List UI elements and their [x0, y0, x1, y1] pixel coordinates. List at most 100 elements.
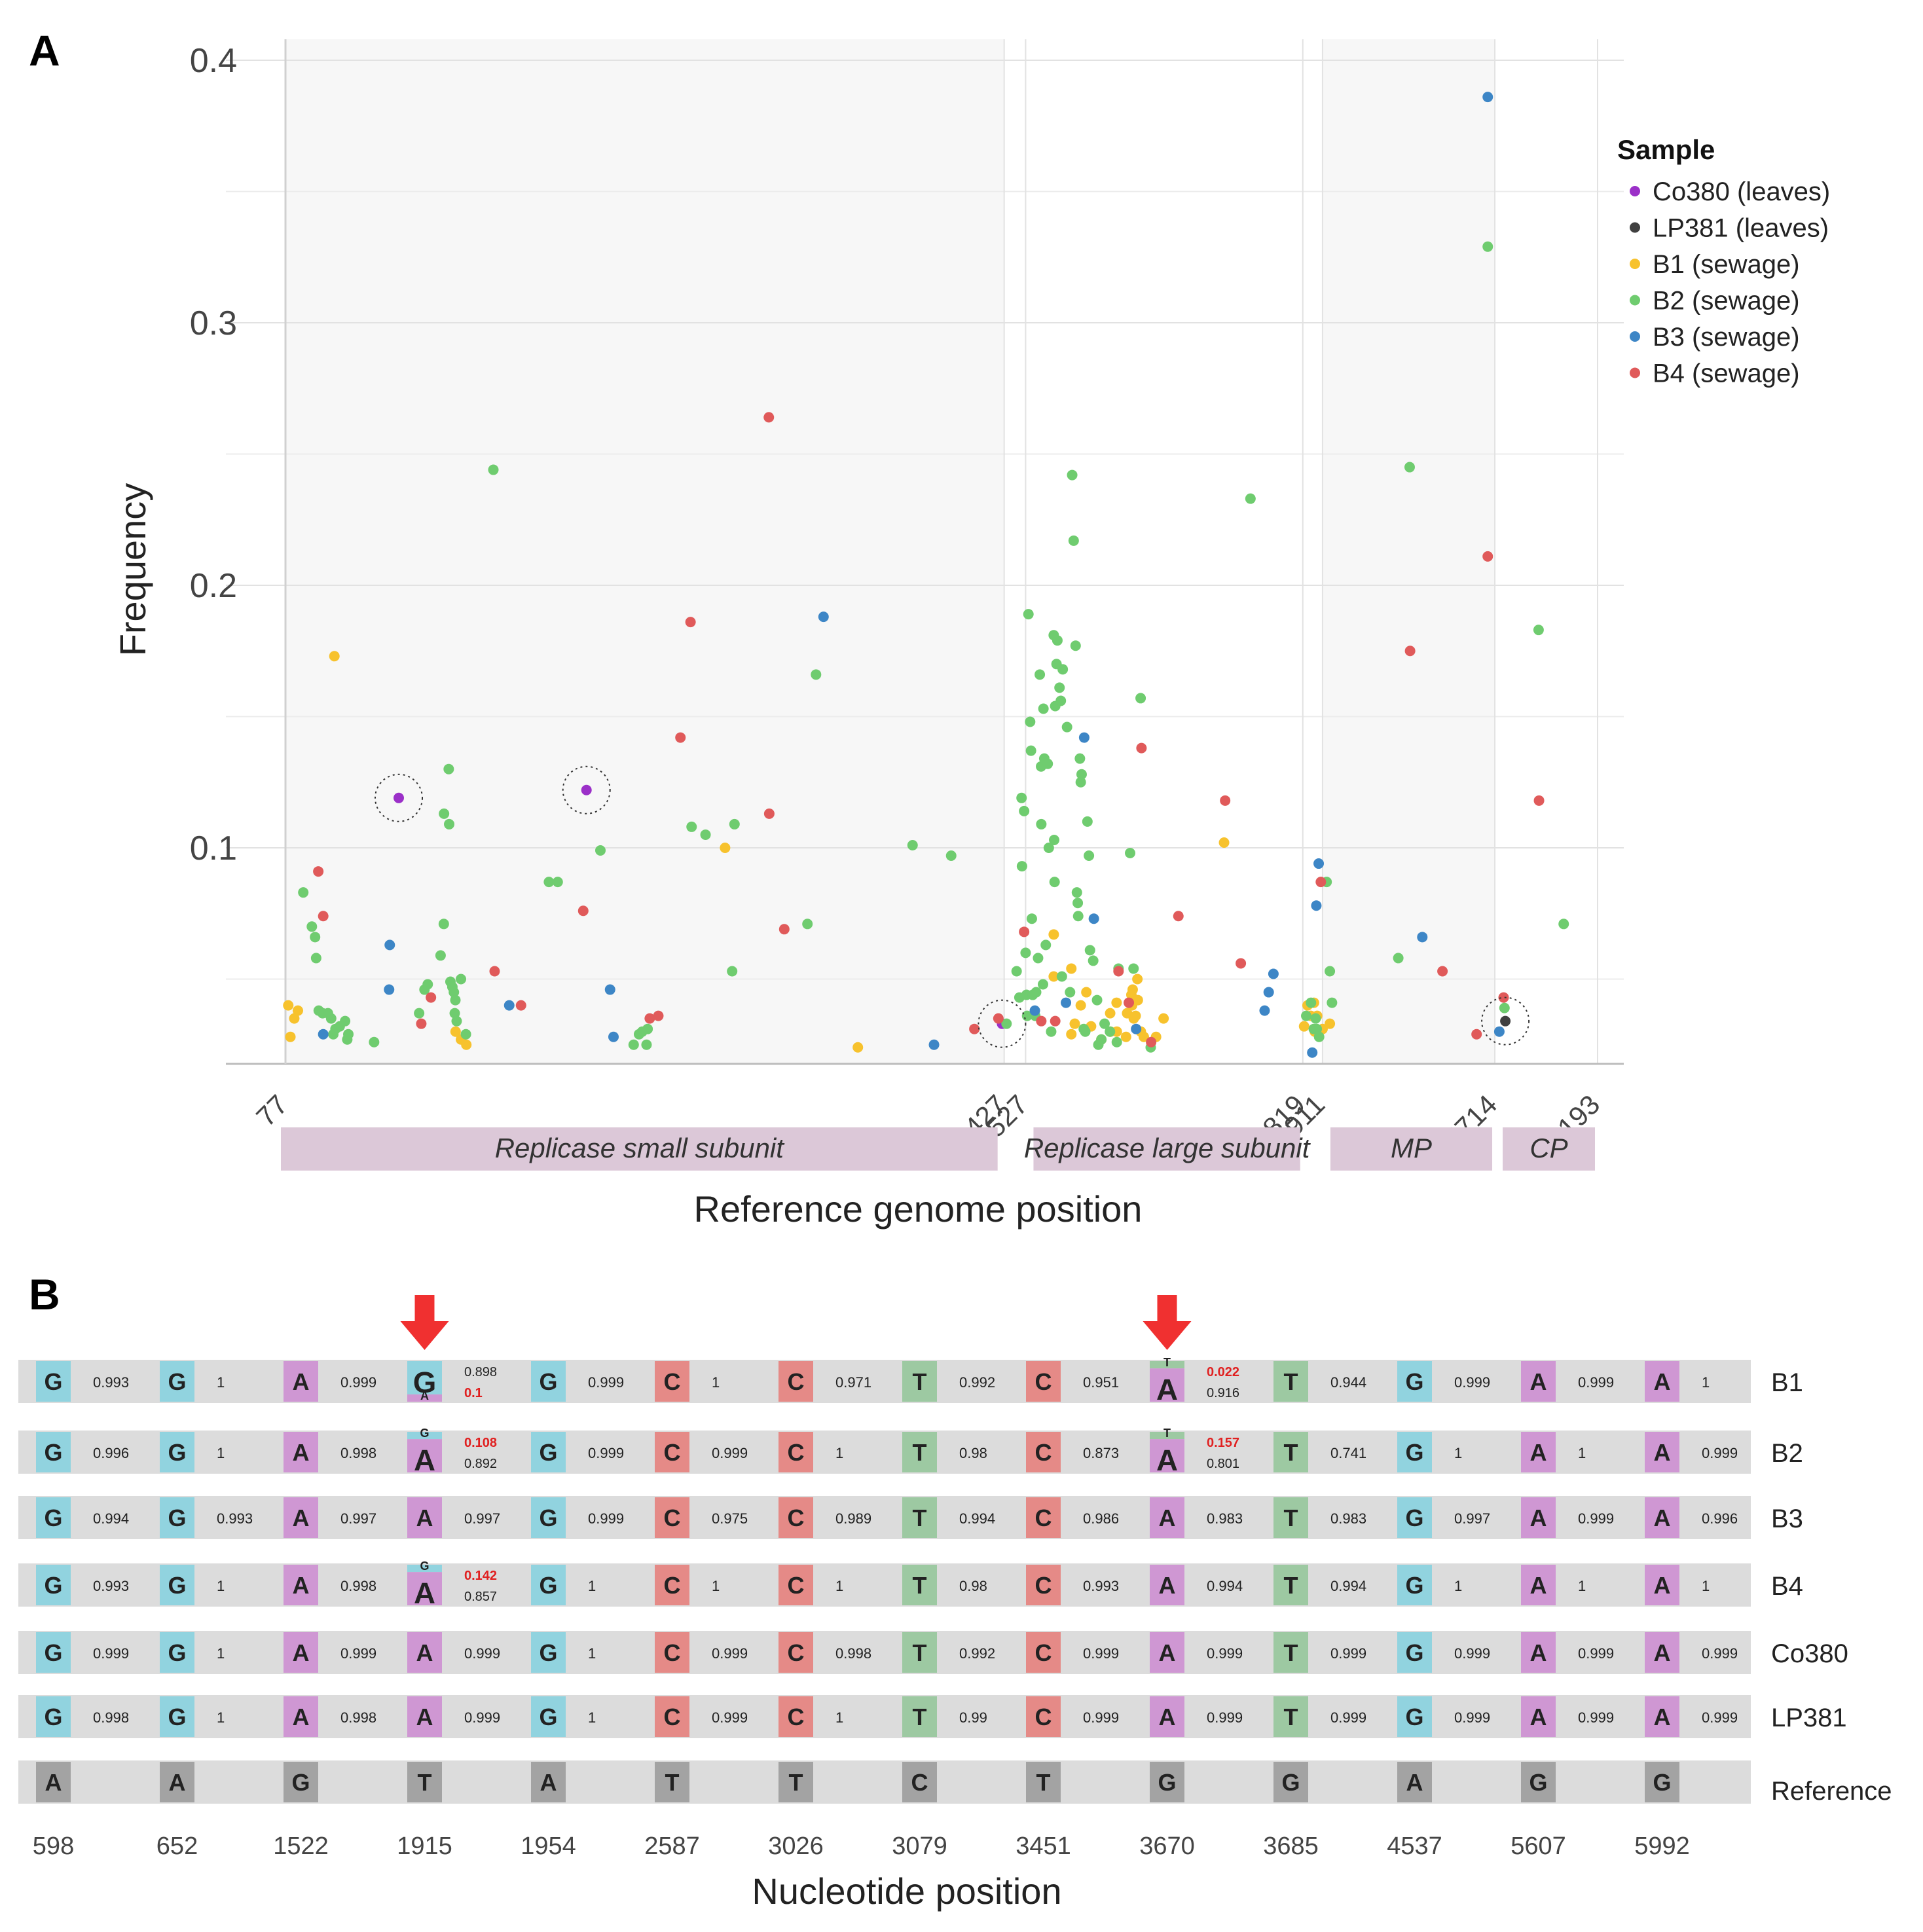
- base-box: [655, 1432, 689, 1472]
- base-frequency: 0.999: [1702, 1445, 1738, 1461]
- base-box: [1521, 1632, 1556, 1673]
- base-box: [1026, 1432, 1061, 1472]
- base-box: [1397, 1565, 1432, 1605]
- base-letter: A: [420, 1389, 429, 1402]
- base-box: [1521, 1432, 1556, 1472]
- reference-base-letter: T: [789, 1769, 803, 1796]
- legend-marker: [1630, 331, 1640, 342]
- base-frequency: 0.994: [959, 1510, 995, 1527]
- data-point: [1220, 795, 1231, 806]
- data-point: [1236, 958, 1247, 969]
- data-point: [1124, 997, 1135, 1008]
- data-point: [1075, 1000, 1086, 1011]
- reference-base-box: [160, 1762, 194, 1802]
- base-frequency: 0.873: [1083, 1445, 1119, 1461]
- base-letter: G: [1405, 1704, 1423, 1730]
- data-point: [1315, 877, 1327, 888]
- data-point: [1056, 971, 1067, 982]
- legend-label: Co380 (leaves): [1653, 177, 1830, 206]
- data-point: [1088, 913, 1099, 924]
- data-point: [1072, 898, 1084, 909]
- base-frequency: 1: [588, 1645, 596, 1662]
- base-box: [1397, 1696, 1432, 1737]
- base-frequency: 1: [588, 1578, 596, 1594]
- base-frequency: 0.999: [1454, 1645, 1490, 1662]
- base-box: [1521, 1497, 1556, 1538]
- data-point: [451, 1015, 462, 1027]
- base-frequency: 0.989: [835, 1510, 871, 1527]
- data-point: [416, 1018, 427, 1029]
- data-point: [1040, 939, 1052, 951]
- data-point: [543, 877, 555, 888]
- data-point: [318, 911, 329, 922]
- base-frequency: 1: [217, 1374, 225, 1391]
- base-frequency: 0.999: [464, 1645, 500, 1662]
- panel-a-label: A: [29, 26, 60, 75]
- base-frequency: 0.951: [1083, 1374, 1119, 1391]
- base-box: [284, 1361, 318, 1402]
- base-letter: T: [913, 1639, 927, 1666]
- position-label: 5607: [1511, 1832, 1566, 1860]
- legend-label: B3 (sewage): [1653, 323, 1800, 352]
- base-letter: A: [1530, 1704, 1547, 1730]
- data-point: [1298, 1021, 1309, 1032]
- data-point: [1025, 745, 1036, 756]
- base-box: [531, 1632, 566, 1673]
- base-box: [1273, 1432, 1308, 1472]
- data-point: [1069, 1018, 1080, 1029]
- data-point: [1111, 997, 1122, 1008]
- data-point: [1135, 693, 1146, 704]
- gene-bar: [1503, 1127, 1595, 1171]
- base-box: [36, 1565, 71, 1605]
- base-box: [902, 1497, 937, 1538]
- base-letter: C: [1035, 1572, 1052, 1599]
- base-letter: G: [1405, 1439, 1423, 1466]
- base-frequency: 0.993: [93, 1578, 129, 1594]
- data-point: [1327, 997, 1338, 1008]
- panel-b-label: B: [29, 1270, 60, 1319]
- base-letter: A: [293, 1639, 310, 1666]
- data-point: [581, 784, 592, 795]
- base-frequency: 0.999: [588, 1510, 624, 1527]
- data-point: [1070, 640, 1081, 651]
- arrow-icon: [400, 1295, 449, 1350]
- data-point: [811, 669, 822, 680]
- base-letter: T: [1284, 1639, 1298, 1666]
- base-frequency: 0.801: [1207, 1457, 1239, 1471]
- data-point: [1031, 987, 1042, 998]
- reference-base-box: [1273, 1762, 1308, 1802]
- data-point: [384, 984, 395, 995]
- data-point: [444, 818, 455, 829]
- data-point: [1019, 805, 1030, 816]
- base-frequency: 0.994: [1207, 1578, 1243, 1594]
- base-letter: C: [788, 1439, 805, 1466]
- base-box: [160, 1432, 194, 1472]
- base-frequency: 1: [1578, 1578, 1586, 1594]
- x-axis-title: Reference genome position: [694, 1188, 1143, 1230]
- base-letter: A: [1654, 1504, 1671, 1531]
- reference-base-letter: T: [665, 1769, 680, 1796]
- base-frequency: 0.999: [1702, 1645, 1738, 1662]
- base-frequency: 0.999: [464, 1709, 500, 1726]
- base-frequency: 0.1: [464, 1386, 483, 1400]
- data-point: [1081, 987, 1092, 998]
- base-frequency: 0.99: [959, 1709, 987, 1726]
- base-box: [778, 1632, 813, 1673]
- data-point: [1048, 971, 1059, 982]
- row-sample-label: LP381: [1771, 1704, 1847, 1732]
- base-box: [1397, 1432, 1432, 1472]
- data-point: [1068, 535, 1079, 546]
- base-box: [1397, 1361, 1432, 1402]
- reference-base-letter: T: [418, 1769, 432, 1796]
- base-frequency: 0.999: [712, 1709, 748, 1726]
- base-box: [1150, 1361, 1184, 1369]
- base-letter: A: [1159, 1572, 1176, 1599]
- base-frequency: 0.994: [1330, 1578, 1366, 1594]
- data-point: [449, 1008, 460, 1019]
- base-frequency: 1: [1702, 1374, 1710, 1391]
- base-frequency: 0.994: [93, 1510, 129, 1527]
- legend-label: B1 (sewage): [1653, 250, 1800, 279]
- data-point: [1091, 994, 1103, 1006]
- y-tick-label: 0.4: [190, 42, 237, 80]
